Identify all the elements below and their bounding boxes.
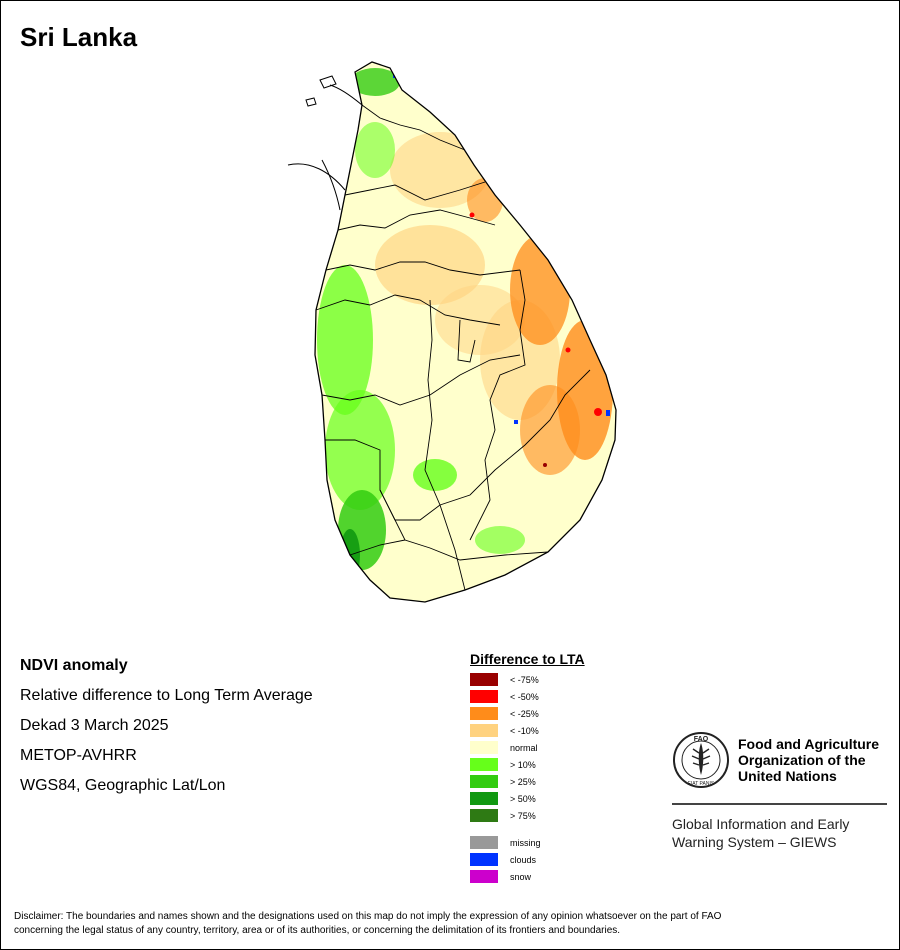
- anomaly-gt25-sw: [338, 490, 386, 570]
- district-boundary-1: [361, 104, 466, 151]
- district-boundary-6: [469, 269, 526, 541]
- legend-label: > 25%: [510, 776, 536, 787]
- map-title: Sri Lanka: [20, 22, 138, 52]
- anomaly-gt25-north-tip: [350, 68, 400, 96]
- fao-name-line-2: Organization of the: [738, 752, 866, 768]
- fao-logo-letters: FAO: [694, 736, 709, 743]
- legend-label: clouds: [510, 854, 537, 865]
- legend-row: missing: [470, 834, 585, 851]
- giews-line-1: Global Information and Early: [672, 816, 850, 832]
- kalpitiya-spit: [321, 159, 341, 211]
- district-boundary-13: [457, 319, 476, 363]
- anomaly-lt50-spot-2: [565, 347, 571, 353]
- disclaimer-line-2: concerning the legal status of any count…: [14, 925, 621, 936]
- legend-extra-items: missing clouds snow: [470, 834, 585, 885]
- legend-row: snow: [470, 868, 585, 885]
- district-boundary-4: [325, 261, 521, 276]
- anomaly-gt10-south: [475, 526, 525, 554]
- legend-swatch: [470, 870, 498, 883]
- legend-swatch: [470, 707, 498, 720]
- legend-title: Difference to LTA: [470, 651, 585, 667]
- legend-row: > 75%: [470, 807, 585, 824]
- legend-label: > 10%: [510, 759, 536, 770]
- legend-row: < -75%: [470, 671, 585, 688]
- clouds-spot-1: [606, 410, 610, 416]
- legend-swatch: [470, 690, 498, 703]
- legend-swatch: [470, 809, 498, 822]
- legend-row: > 25%: [470, 773, 585, 790]
- projection-info: WGS84, Geographic Lat/Lon: [20, 777, 226, 794]
- jaffna-lagoon: [329, 84, 363, 106]
- legend-label: normal: [510, 742, 538, 753]
- district-boundary-7: [321, 354, 521, 406]
- legend-label: snow: [510, 871, 532, 882]
- anomaly-gt10-north: [355, 122, 395, 178]
- district-boundary-11: [379, 489, 549, 561]
- legend-label: < -25%: [510, 708, 539, 719]
- giews-name: Global Information and Early Warning Sys…: [672, 815, 888, 851]
- fao-logo-icon: FAO FIAT PANIS: [673, 732, 729, 788]
- legend-label: > 50%: [510, 793, 536, 804]
- anomaly-lt25-east-3: [520, 385, 580, 475]
- legend-swatch: [470, 758, 498, 771]
- fao-name: Food and Agriculture Organization of the…: [738, 736, 879, 784]
- anomaly-lt50-spot-3: [469, 212, 475, 218]
- sensor-name: METOP-AVHRR: [20, 747, 137, 764]
- anomaly-lt50-spot-1: [594, 408, 602, 416]
- disclaimer-line-1: Disclaimer: The boundaries and names sho…: [14, 911, 722, 922]
- legend-row: > 50%: [470, 790, 585, 807]
- legend-items: < -75% < -50% < -25% < -10% normal > 10% > 25%…: [470, 671, 585, 824]
- fao-divider: [672, 803, 887, 805]
- mannar-coast: [287, 163, 346, 191]
- district-boundary-2: [344, 181, 486, 201]
- legend-row: > 10%: [470, 756, 585, 773]
- fao-block: FAO FIAT PANIS Food and Agriculture Orga…: [672, 731, 888, 851]
- map-info: NDVI anomaly Relative difference to Long…: [20, 656, 313, 806]
- fao-name-line-1: Food and Agriculture: [738, 736, 880, 752]
- disclaimer: Disclaimer: The boundaries and names sho…: [14, 910, 886, 938]
- product-description: Relative difference to Long Term Average: [20, 687, 313, 704]
- legend-label: < -75%: [510, 674, 539, 685]
- legend-swatch: [470, 775, 498, 788]
- legend-label: < -10%: [510, 725, 539, 736]
- district-boundary-9: [439, 369, 591, 506]
- legend-row: < -25%: [470, 705, 585, 722]
- coastline: [314, 61, 617, 603]
- time-period: Dekad 3 March 2025: [20, 717, 169, 734]
- legend-swatch: [470, 673, 498, 686]
- northern-island-1: [319, 75, 337, 89]
- legend-swatch: [470, 741, 498, 754]
- district-boundary-5: [315, 294, 501, 326]
- legend-row: < -10%: [470, 722, 585, 739]
- legend-row: clouds: [470, 851, 585, 868]
- legend-swatch: [470, 836, 498, 849]
- anomaly-lt25-east-1: [510, 235, 570, 345]
- fao-logo-motto: FIAT PANIS: [688, 781, 715, 787]
- legend-label: missing: [510, 837, 541, 848]
- legend-label: > 75%: [510, 810, 536, 821]
- giews-line-2: Warning System – GIEWS: [672, 834, 837, 850]
- legend-swatch: [470, 792, 498, 805]
- product-title: NDVI anomaly: [20, 657, 128, 674]
- map-legend: Difference to LTA < -75% < -50% < -25% < -1…: [470, 651, 585, 885]
- district-boundary-12: [349, 539, 406, 556]
- sri-lanka-ndvi-map: [287, 61, 617, 603]
- legend-swatch: [470, 853, 498, 866]
- legend-row: < -50%: [470, 688, 585, 705]
- anomaly-gt10-centre-patch: [413, 459, 457, 491]
- district-boundary-3: [337, 209, 496, 231]
- clouds-spot-2: [514, 420, 518, 424]
- legend-label: < -50%: [510, 691, 539, 702]
- district-boundary-10: [424, 299, 466, 591]
- legend-swatch: [470, 724, 498, 737]
- anomaly-lt10-centre: [375, 225, 485, 305]
- anomaly-lt75-spot: [543, 463, 547, 467]
- legend-row: normal: [470, 739, 585, 756]
- fao-name-line-3: United Nations: [738, 768, 837, 784]
- northern-island-2: [305, 97, 317, 107]
- anomaly-gt10-west-2: [325, 390, 395, 510]
